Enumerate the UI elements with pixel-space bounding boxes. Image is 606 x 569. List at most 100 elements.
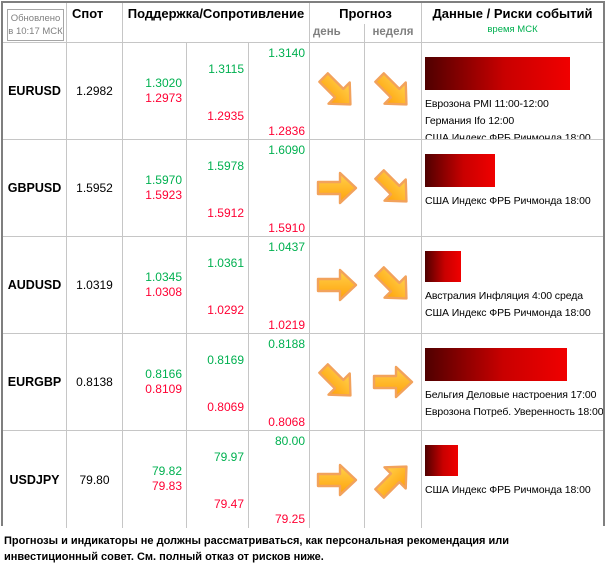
day-forecast-arrow-icon bbox=[316, 463, 358, 496]
events-cell: США Индекс ФРБ Ричмонда 18:00 bbox=[422, 431, 603, 528]
support-mid: 1.5912 bbox=[207, 206, 244, 220]
forecast-week-cell bbox=[365, 237, 422, 334]
spot-price: 0.8138 bbox=[67, 334, 123, 431]
support-near: 1.2973 bbox=[145, 91, 182, 105]
levels-far: 1.3140 1.2836 bbox=[249, 43, 310, 140]
event-item: США Индекс ФРБ Ричмонда 18:00 bbox=[425, 484, 591, 496]
risk-magnitude-bar bbox=[425, 57, 570, 90]
column-header-forecast: Прогноз день неделя bbox=[310, 3, 422, 43]
event-item: Еврозона Потреб. Уверенность 18:00 bbox=[425, 406, 603, 418]
event-list: Бельгия Деловые настроения 17:00 Еврозон… bbox=[425, 387, 603, 421]
support-near: 1.0308 bbox=[145, 285, 182, 299]
levels-near: 79.82 79.83 bbox=[123, 431, 187, 528]
updated-timestamp: Обновлено в 10:17 МСК bbox=[7, 9, 64, 41]
resistance-near: 1.0345 bbox=[145, 270, 182, 284]
week-forecast-arrow-icon bbox=[374, 266, 408, 300]
forecast-week-cell bbox=[365, 140, 422, 237]
support-near: 79.83 bbox=[151, 479, 182, 493]
day-forecast-arrow-icon bbox=[318, 72, 352, 106]
events-cell: Еврозона PMI 11:00-12:00 Германия Ifo 12… bbox=[422, 43, 603, 140]
support-mid: 0.8069 bbox=[207, 400, 244, 414]
spot-price: 79.80 bbox=[67, 431, 123, 528]
resistance-far: 80.00 bbox=[274, 434, 305, 448]
forecast-day-cell bbox=[310, 43, 365, 140]
week-forecast-arrow-icon bbox=[372, 365, 414, 399]
updated-line2: в 10:17 МСК bbox=[8, 26, 63, 37]
support-far: 1.5910 bbox=[268, 221, 305, 235]
event-list: США Индекс ФРБ Ричмонда 18:00 bbox=[425, 482, 603, 499]
spot-price: 1.0319 bbox=[67, 237, 123, 334]
resistance-far: 1.0437 bbox=[268, 240, 305, 254]
resistance-mid: 0.8169 bbox=[207, 353, 244, 367]
levels-mid: 1.5978 1.5912 bbox=[187, 140, 249, 237]
updated-line1: Обновлено bbox=[10, 13, 61, 24]
forecast-day-cell bbox=[310, 334, 365, 431]
day-forecast-arrow-icon bbox=[316, 171, 358, 205]
pair-name: GBPUSD bbox=[3, 140, 67, 237]
spot-price: 1.5952 bbox=[67, 140, 123, 237]
risk-magnitude-bar bbox=[425, 348, 567, 381]
resistance-near: 1.3020 bbox=[145, 76, 182, 90]
event-item: Австралия Инфляция 4:00 среда bbox=[425, 290, 583, 302]
resistance-far: 1.3140 bbox=[268, 46, 305, 60]
event-item: Бельгия Деловые настроения 17:00 bbox=[425, 389, 597, 401]
week-forecast-arrow-icon bbox=[374, 72, 408, 106]
risk-magnitude-bar bbox=[425, 251, 461, 282]
disclaimer-text: Прогнозы и индикаторы не должны рассматр… bbox=[4, 535, 510, 563]
day-forecast-arrow-icon bbox=[316, 268, 358, 302]
forecast-week-cell bbox=[365, 334, 422, 431]
time-msk-label: время МСК bbox=[487, 24, 538, 35]
forecast-week-cell bbox=[365, 431, 422, 528]
pair-name: EURGBP bbox=[3, 334, 67, 431]
resistance-near: 0.8166 bbox=[145, 367, 182, 381]
forecast-week-cell bbox=[365, 43, 422, 140]
levels-near: 1.5970 1.5923 bbox=[123, 140, 187, 237]
event-item: США Индекс ФРБ Ричмонда 18:00 bbox=[425, 132, 591, 140]
support-far: 0.8068 bbox=[268, 415, 305, 429]
levels-far: 1.6090 1.5910 bbox=[249, 140, 310, 237]
resistance-mid: 1.0361 bbox=[207, 256, 244, 270]
event-item: США Индекс ФРБ Ричмонда 18:00 bbox=[425, 307, 591, 319]
levels-mid: 79.97 79.47 bbox=[187, 431, 249, 528]
support-mid: 79.47 bbox=[213, 497, 244, 511]
pair-name: USDJPY bbox=[3, 431, 67, 528]
levels-far: 1.0437 1.0219 bbox=[249, 237, 310, 334]
event-item: Еврозона PMI 11:00-12:00 bbox=[425, 98, 549, 110]
event-list: США Индекс ФРБ Ричмонда 18:00 bbox=[425, 193, 603, 210]
events-cell: Бельгия Деловые настроения 17:00 Еврозон… bbox=[422, 334, 603, 431]
event-list: Еврозона PMI 11:00-12:00 Германия Ifo 12… bbox=[425, 96, 603, 140]
support-mid: 1.2935 bbox=[207, 109, 244, 123]
event-list: Австралия Инфляция 4:00 среда США Индекс… bbox=[425, 288, 603, 322]
data-risks-title: Данные / Риски событий bbox=[432, 6, 593, 21]
support-mid: 1.0292 bbox=[207, 303, 244, 317]
risk-magnitude-bar bbox=[425, 445, 458, 476]
resistance-far: 0.8188 bbox=[268, 337, 305, 351]
levels-far: 80.00 79.25 bbox=[249, 431, 310, 528]
resistance-near: 79.82 bbox=[151, 464, 182, 478]
resistance-mid: 1.3115 bbox=[208, 62, 244, 76]
resistance-near: 1.5970 bbox=[145, 173, 182, 187]
pair-name: AUDUSD bbox=[3, 237, 67, 334]
support-far: 1.2836 bbox=[268, 124, 305, 138]
levels-mid: 0.8169 0.8069 bbox=[187, 334, 249, 431]
subheader-week: неделя bbox=[372, 26, 414, 38]
levels-near: 1.3020 1.2973 bbox=[123, 43, 187, 140]
resistance-far: 1.6090 bbox=[268, 143, 305, 157]
forex-forecast-table: Обновлено в 10:17 МСК Спот Поддержка/Соп… bbox=[1, 1, 605, 528]
updated-cell: Обновлено в 10:17 МСК bbox=[3, 3, 67, 43]
levels-far: 0.8188 0.8068 bbox=[249, 334, 310, 431]
pair-name: EURUSD bbox=[3, 43, 67, 140]
week-forecast-arrow-icon bbox=[374, 169, 408, 203]
events-cell: Австралия Инфляция 4:00 среда США Индекс… bbox=[422, 237, 603, 334]
levels-near: 0.8166 0.8109 bbox=[123, 334, 187, 431]
levels-mid: 1.3115 1.2935 bbox=[187, 43, 249, 140]
resistance-mid: 79.97 bbox=[213, 450, 244, 464]
subheader-day: день bbox=[310, 24, 365, 42]
forecast-day-cell bbox=[310, 140, 365, 237]
support-near: 1.5923 bbox=[145, 188, 182, 202]
event-item: США Индекс ФРБ Ричмонда 18:00 bbox=[425, 195, 591, 207]
support-far: 1.0219 bbox=[268, 318, 305, 332]
support-near: 0.8109 bbox=[145, 382, 182, 396]
event-item: Германия Ifo 12:00 bbox=[425, 115, 515, 127]
forecast-day-cell bbox=[310, 237, 365, 334]
